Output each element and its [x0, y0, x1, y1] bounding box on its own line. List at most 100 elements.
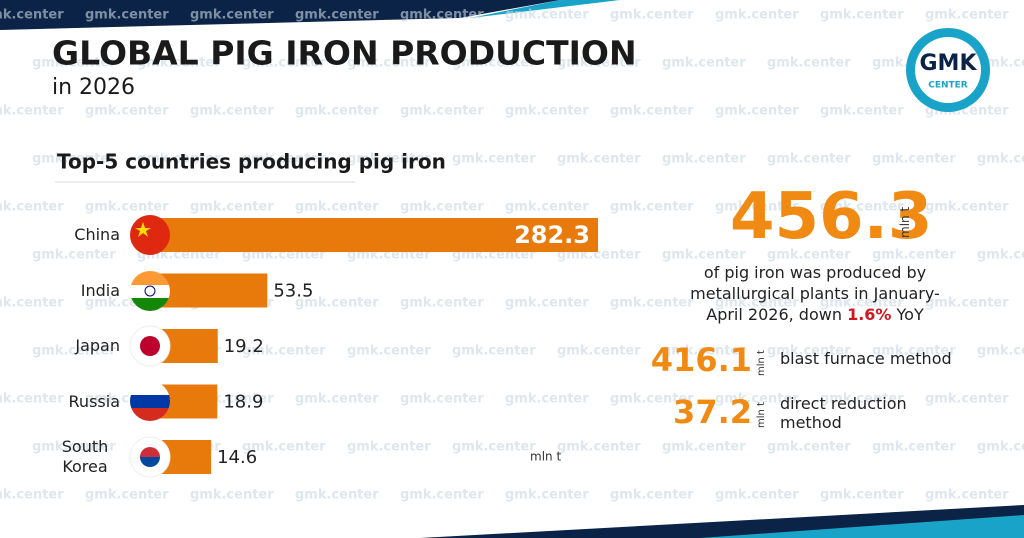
watermark: gmk.center: [0, 104, 64, 119]
watermark: gmk.center: [820, 392, 904, 407]
flag-china: [130, 215, 170, 255]
watermark: gmk.center: [400, 296, 484, 311]
summary-text: of pig iron was produced by metallurgica…: [690, 262, 940, 325]
flag-taeguk-top: [140, 447, 160, 457]
watermark: gmk.center: [295, 392, 379, 407]
flag-russia: [130, 381, 170, 421]
watermark: gmk.center: [347, 56, 431, 71]
watermark: gmk.center: [295, 488, 379, 503]
watermark: gmk.center: [0, 296, 64, 311]
watermark: gmk.center: [977, 248, 1024, 263]
watermark: gmk.center: [505, 488, 589, 503]
method-label: direct reduction method: [780, 394, 907, 432]
watermark: gmk.center: [820, 200, 904, 215]
watermark: gmk.center: [0, 488, 64, 503]
watermark: gmk.center: [925, 392, 1009, 407]
watermark: gmk.center: [242, 56, 326, 71]
watermark: gmk.center: [295, 296, 379, 311]
watermark: gmk.center: [872, 248, 956, 263]
flag-india: [130, 271, 170, 311]
value-label: 18.9: [223, 392, 263, 413]
top-banner: [0, 0, 560, 30]
method-unit: mln t: [756, 350, 767, 376]
watermark: gmk.center: [925, 8, 1009, 23]
watermark: gmk.center: [505, 8, 589, 23]
watermark: gmk.center: [137, 56, 221, 71]
watermark: gmk.center: [820, 104, 904, 119]
watermark: gmk.center: [872, 440, 956, 455]
category-label: Japan: [75, 336, 120, 355]
summary-body: of pig iron was produced by metallurgica…: [690, 263, 940, 324]
category-label: India: [80, 280, 120, 300]
value-label: 19.2: [224, 336, 264, 357]
watermark: gmk.center: [557, 152, 641, 167]
summary-change: 1.6%: [847, 305, 892, 324]
watermark: gmk.center: [715, 296, 799, 311]
watermark: gmk.center: [820, 488, 904, 503]
watermark: gmk.center: [400, 104, 484, 119]
watermark: gmk.center: [32, 440, 116, 455]
total-unit: mln t: [898, 206, 912, 238]
watermark: gmk.center: [452, 440, 536, 455]
bottom-stripe: [700, 515, 1024, 538]
watermark: gmk.center: [925, 488, 1009, 503]
watermark: gmk.center: [85, 488, 169, 503]
watermark: gmk.center: [925, 200, 1009, 215]
logo-core: [915, 37, 981, 103]
watermark: gmk.center: [242, 440, 326, 455]
flag-star: [135, 222, 151, 237]
category-label: South Korea: [61, 437, 109, 476]
watermark: gmk.center: [0, 8, 64, 23]
value-label: 53.5: [273, 281, 313, 302]
flag-taeguk-bottom: [140, 457, 160, 467]
watermark: gmk.center: [347, 440, 431, 455]
watermark: gmk.center: [977, 440, 1024, 455]
method-label: blast furnace method: [780, 349, 952, 368]
watermark: gmk.center: [715, 488, 799, 503]
watermark: gmk.center: [662, 440, 746, 455]
watermark: gmk.center: [190, 104, 274, 119]
logo-top: GMK: [920, 51, 978, 76]
watermark: gmk.center: [977, 152, 1024, 167]
watermark: gmk.center: [715, 392, 799, 407]
watermark: gmk.center: [32, 248, 116, 263]
logo-bottom: CENTER: [928, 81, 968, 91]
watermark: gmk.center: [295, 104, 379, 119]
watermark: gmk.center: [767, 344, 851, 359]
watermark: gmk.center: [610, 392, 694, 407]
watermark: gmk.center: [347, 152, 431, 167]
flags: [129, 215, 171, 478]
watermark: gmk.center: [137, 152, 221, 167]
watermark: gmk.center: [610, 296, 694, 311]
watermark: gmk.center: [767, 152, 851, 167]
watermark: gmk.center: [32, 152, 116, 167]
watermark: gmk.center: [767, 56, 851, 71]
watermark: gmk.center: [505, 104, 589, 119]
watermark: gmk.center: [242, 344, 326, 359]
watermark: gmk.center: [662, 344, 746, 359]
watermark: gmk.center: [0, 200, 64, 215]
watermark: gmk.center: [452, 344, 536, 359]
top-stripe: [470, 0, 620, 18]
value-label: 14.6: [217, 447, 257, 468]
watermark: gmk.center: [400, 392, 484, 407]
watermark: gmk.center: [190, 488, 274, 503]
watermark: gmk.center: [872, 344, 956, 359]
watermark: gmk.center: [767, 440, 851, 455]
watermark: gmk.center: [32, 56, 116, 71]
watermark: gmk.center: [872, 152, 956, 167]
watermark: gmk.center: [400, 8, 484, 23]
watermark: gmk.center: [190, 200, 274, 215]
watermark: gmk.center: [610, 104, 694, 119]
value-label: 282.3: [514, 221, 590, 249]
watermark: gmk.center: [715, 104, 799, 119]
watermark: gmk.center: [85, 104, 169, 119]
watermark: gmk.center: [190, 8, 274, 23]
subtitle: in 2026: [52, 75, 135, 100]
watermark: gmk.center: [662, 56, 746, 71]
watermark: gmk.center: [557, 440, 641, 455]
method-value: 37.2: [673, 393, 752, 431]
watermark: gmk.center: [505, 392, 589, 407]
watermark: gmk.center: [0, 392, 64, 407]
